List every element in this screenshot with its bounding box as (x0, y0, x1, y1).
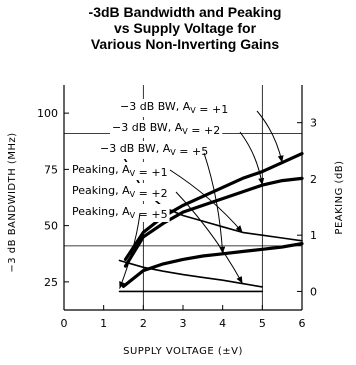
chart-title: -3dB Bandwidth and Peaking vs Supply Vol… (20, 4, 350, 52)
x-tick-label: 1 (100, 317, 107, 330)
annotation-arrow (256, 110, 284, 163)
annotation-arrow (169, 169, 243, 233)
annotation-label: −3 dB BW, AV = +1 (120, 100, 228, 116)
annotation-bg (110, 120, 223, 138)
annotation-label: −3 dB BW, AV = +2 (112, 121, 220, 137)
annotation-bg (70, 204, 170, 222)
x-tick-label: 6 (299, 317, 306, 330)
x-tick-label: 4 (219, 317, 226, 330)
x-tick-label: 5 (259, 317, 266, 330)
bw-av1-line (123, 152, 304, 261)
chart-title-line-2: vs Supply Voltage for (113, 20, 257, 36)
annotation-bg (98, 141, 211, 159)
annotation-label: Peaking, AV = +2 (72, 184, 168, 200)
annotation-arrow (175, 191, 243, 284)
y-left-tick-label: 50 (44, 220, 58, 233)
annotation-label: −3 dB BW, AV = +5 (100, 142, 208, 158)
y-left-axis-label: −3 dB BANDWIDTH (MHz) (7, 132, 18, 272)
bw-av5-line (121, 242, 304, 288)
chart-title-line-1: -3dB Bandwidth and Peaking (88, 4, 282, 20)
annotation-bg (70, 162, 170, 180)
annotation-bg (70, 183, 170, 201)
y-right-axis-label: PEAKING (dB) (334, 160, 345, 234)
y-right-tick-label: 2 (310, 173, 317, 186)
annotation-label: Peaking, AV = +1 (72, 163, 168, 179)
x-tick-label: 2 (140, 317, 147, 330)
annotation-bg (118, 99, 231, 117)
annotation-arrow (239, 131, 265, 186)
annotation-arrow (119, 212, 141, 289)
x-tick-label: 3 (180, 317, 187, 330)
x-axis-label: SUPPLY VOLTAGE (±V) (123, 346, 243, 357)
y-left-tick-label: 25 (44, 276, 58, 289)
annotation-arrow (203, 152, 226, 254)
annotation-label: Peaking, AV = +5 (72, 205, 168, 221)
chart-title-line-3: Various Non-Inverting Gains (90, 36, 280, 52)
x-tick-label: 0 (61, 317, 68, 330)
y-right-tick-label: 0 (310, 285, 317, 298)
y-left-tick-label: 75 (44, 163, 58, 176)
y-right-tick-label: 3 (310, 117, 317, 130)
y-right-tick-label: 1 (310, 229, 317, 242)
y-left-tick-label: 100 (37, 107, 58, 120)
